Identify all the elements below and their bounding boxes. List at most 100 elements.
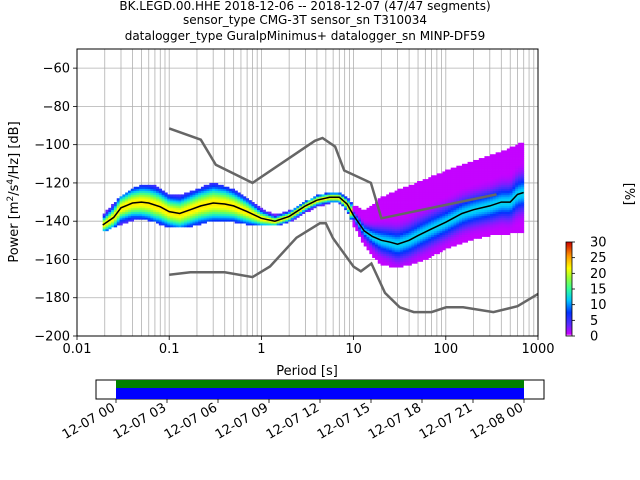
heatmap-cell [481, 226, 485, 230]
heatmap-cell [450, 211, 454, 214]
heatmap-cell [414, 186, 418, 190]
heatmap-cell [127, 207, 132, 211]
heatmap-cell [422, 234, 426, 237]
heatmap-cell [453, 225, 457, 228]
heatmap-cell [287, 211, 292, 214]
heatmap-cell [383, 259, 387, 262]
heatmap-cell [158, 217, 163, 220]
heatmap-cell [417, 242, 421, 245]
heatmap-cell [506, 230, 511, 234]
heatmap-cell [377, 232, 381, 235]
heatmap-cell [520, 148, 525, 151]
heatmap-cell [111, 219, 115, 222]
heatmap-cell [388, 261, 393, 264]
heatmap-cell [388, 257, 393, 260]
heatmap-cell [223, 202, 227, 205]
heatmap-cell [200, 215, 205, 218]
heatmap-cell [495, 215, 499, 218]
heatmap-cell [518, 161, 522, 165]
heatmap-cell [130, 198, 134, 201]
heatmap-cell [515, 154, 519, 157]
heatmap-cell [422, 236, 426, 239]
heatmap-cell [324, 192, 328, 195]
heatmap-cell [484, 165, 488, 169]
heatmap-cell [478, 165, 483, 169]
heatmap-cell [189, 209, 193, 213]
heatmap-cell [476, 190, 480, 193]
heatmap-cell [158, 190, 163, 193]
heatmap-cell [490, 186, 494, 190]
heatmap-cell [447, 177, 452, 180]
heatmap-cell [391, 192, 396, 195]
heatmap-cell [450, 240, 454, 243]
heatmap-cell [386, 213, 390, 216]
heatmap-cell [459, 230, 463, 234]
heatmap-cell [400, 194, 404, 197]
heatmap-cell [358, 230, 362, 234]
heatmap-cell [461, 169, 466, 172]
heatmap-cell [380, 236, 384, 239]
heatmap-cell [318, 194, 323, 197]
heatmap-cell [445, 242, 449, 245]
heatmap-cell [490, 196, 494, 199]
heatmap-cell [273, 221, 278, 224]
heatmap-cell [186, 213, 191, 216]
heatmap-cell [436, 198, 440, 201]
heatmap-cell [136, 194, 140, 197]
heatmap-cell [504, 161, 508, 165]
heatmap-cell [464, 217, 468, 220]
heatmap-cell [450, 205, 454, 209]
heatmap-cell [237, 217, 241, 220]
heatmap-cell [414, 234, 418, 237]
heatmap-cell [470, 182, 474, 186]
heatmap-cell [481, 181, 485, 184]
heatmap-cell [377, 244, 381, 247]
heatmap-cell [358, 228, 362, 232]
heatmap-cell [144, 213, 149, 216]
heatmap-cell [127, 196, 132, 199]
heatmap-cell [461, 221, 466, 224]
heatmap-cell [495, 165, 499, 169]
heatmap-cell [504, 215, 508, 218]
heatmap-cell [158, 221, 163, 224]
heatmap-cell [380, 249, 384, 253]
heatmap-cell [501, 156, 505, 159]
heatmap-cell [229, 207, 233, 211]
heatmap-cell [366, 236, 370, 239]
heatmap-cell [374, 223, 379, 226]
heatmap-cell [262, 209, 266, 213]
heatmap-cell [349, 215, 353, 218]
heatmap-cell [490, 209, 494, 213]
heatmap-cell [411, 203, 415, 207]
heatmap-cell [130, 211, 134, 214]
heatmap-cell [476, 213, 480, 216]
heatmap-cell [195, 192, 199, 195]
heatmap-cell [405, 257, 410, 260]
heatmap-cell [158, 200, 163, 203]
heatmap-cell [433, 179, 438, 182]
heatmap-cell [506, 159, 511, 163]
heatmap-cell [414, 205, 418, 209]
heatmap-cell [386, 253, 390, 257]
heatmap-cell [226, 194, 230, 197]
heatmap-cell [391, 236, 396, 239]
heatmap-cell [501, 215, 505, 218]
heatmap-cell [344, 203, 348, 207]
heatmap-cell [226, 219, 230, 222]
heatmap-cell [445, 202, 449, 205]
heatmap-cell [388, 221, 393, 224]
heatmap-cell [445, 236, 449, 239]
heatmap-cell [487, 217, 491, 220]
heatmap-cell [383, 200, 387, 203]
heatmap-cell [467, 236, 471, 239]
heatmap-cell [156, 194, 160, 197]
heatmap-cell [175, 198, 179, 201]
heatmap-cell [307, 205, 311, 209]
heatmap-cell [518, 165, 522, 169]
heatmap-cell [369, 215, 373, 218]
heatmap-cell [358, 225, 362, 228]
heatmap-cell [417, 225, 421, 228]
heatmap-cell [433, 198, 438, 201]
heatmap-cell [445, 240, 449, 243]
heatmap-cell [397, 221, 401, 224]
